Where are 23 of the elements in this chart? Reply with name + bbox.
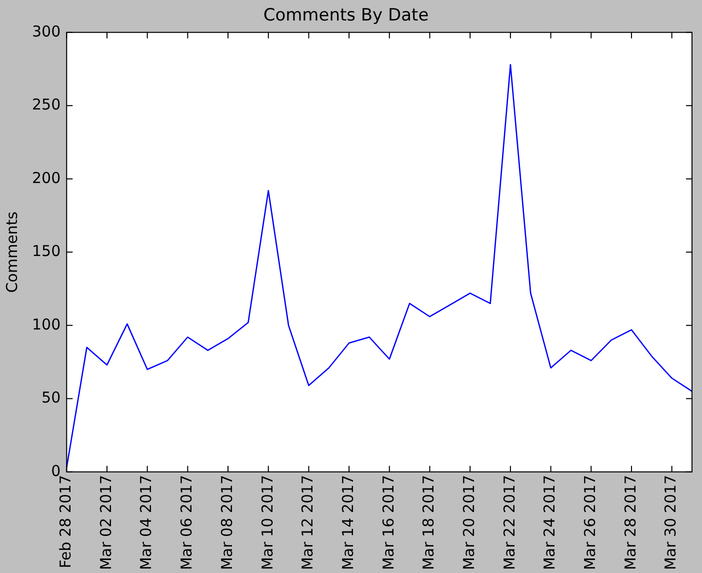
- x-tick-label: Mar 04 2017: [137, 474, 156, 570]
- x-tick-label: Mar 12 2017: [298, 474, 317, 570]
- x-tick-label: Mar 26 2017: [581, 474, 600, 570]
- y-tick-label: 300: [32, 22, 61, 40]
- x-tick-label: Mar 02 2017: [96, 474, 115, 570]
- x-tick-label: Mar 22 2017: [500, 474, 518, 570]
- x-tick-label: Mar 08 2017: [218, 474, 236, 570]
- x-tick-label: Mar 24 2017: [540, 474, 559, 570]
- x-tick-label: Mar 14 2017: [338, 474, 357, 570]
- x-tick-label: Mar 16 2017: [379, 474, 398, 570]
- y-tick-label: 50: [42, 388, 61, 407]
- x-tick-label: Mar 30 2017: [662, 474, 680, 570]
- y-axis-title: Comments: [2, 211, 21, 293]
- x-tick-label: Mar 10 2017: [258, 474, 276, 570]
- x-tick-label: Mar 20 2017: [460, 474, 478, 570]
- x-tick-label: Mar 06 2017: [178, 474, 196, 570]
- y-tick-label: 100: [32, 315, 61, 334]
- y-tick-label: 250: [32, 96, 61, 114]
- y-tick-label: 200: [32, 168, 61, 187]
- chart-title: Comments By Date: [263, 6, 429, 26]
- x-tick-label: Mar 28 2017: [621, 474, 640, 570]
- x-tick-label: Mar 18 2017: [420, 474, 438, 570]
- y-tick-label: 150: [32, 242, 61, 260]
